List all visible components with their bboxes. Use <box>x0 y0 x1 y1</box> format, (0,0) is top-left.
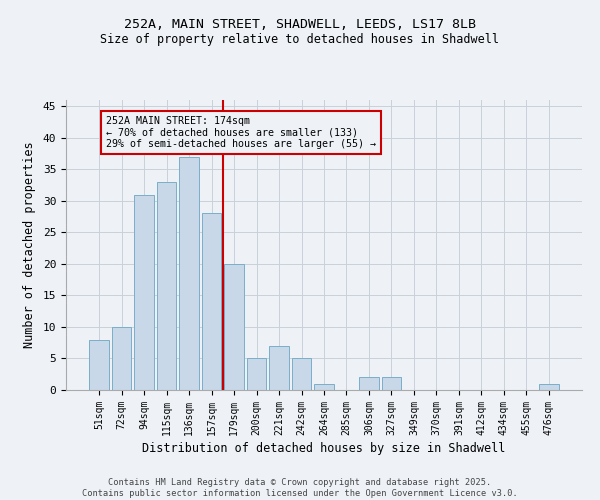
Bar <box>224 264 244 390</box>
Bar <box>269 346 289 390</box>
Bar <box>157 182 176 390</box>
Text: Contains HM Land Registry data © Crown copyright and database right 2025.
Contai: Contains HM Land Registry data © Crown c… <box>82 478 518 498</box>
Bar <box>89 340 109 390</box>
Bar <box>359 378 379 390</box>
Text: 252A, MAIN STREET, SHADWELL, LEEDS, LS17 8LB: 252A, MAIN STREET, SHADWELL, LEEDS, LS17… <box>124 18 476 30</box>
Bar <box>112 327 131 390</box>
Bar <box>247 358 266 390</box>
Text: 252A MAIN STREET: 174sqm
← 70% of detached houses are smaller (133)
29% of semi-: 252A MAIN STREET: 174sqm ← 70% of detach… <box>106 116 376 149</box>
Bar <box>179 156 199 390</box>
Bar <box>202 214 221 390</box>
Bar <box>292 358 311 390</box>
Bar <box>314 384 334 390</box>
Text: Size of property relative to detached houses in Shadwell: Size of property relative to detached ho… <box>101 32 499 46</box>
Bar <box>382 378 401 390</box>
X-axis label: Distribution of detached houses by size in Shadwell: Distribution of detached houses by size … <box>142 442 506 455</box>
Y-axis label: Number of detached properties: Number of detached properties <box>23 142 36 348</box>
Bar <box>134 194 154 390</box>
Bar <box>539 384 559 390</box>
